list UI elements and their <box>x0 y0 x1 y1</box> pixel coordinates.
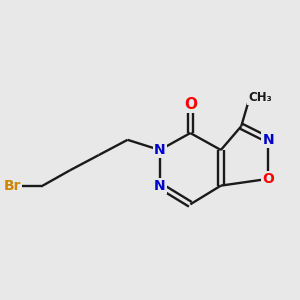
Text: Br: Br <box>3 178 21 193</box>
Text: N: N <box>154 143 166 157</box>
Text: N: N <box>154 178 166 193</box>
Text: O: O <box>184 97 197 112</box>
Text: CH₃: CH₃ <box>248 91 272 104</box>
Text: N: N <box>262 133 274 147</box>
Text: O: O <box>262 172 274 186</box>
